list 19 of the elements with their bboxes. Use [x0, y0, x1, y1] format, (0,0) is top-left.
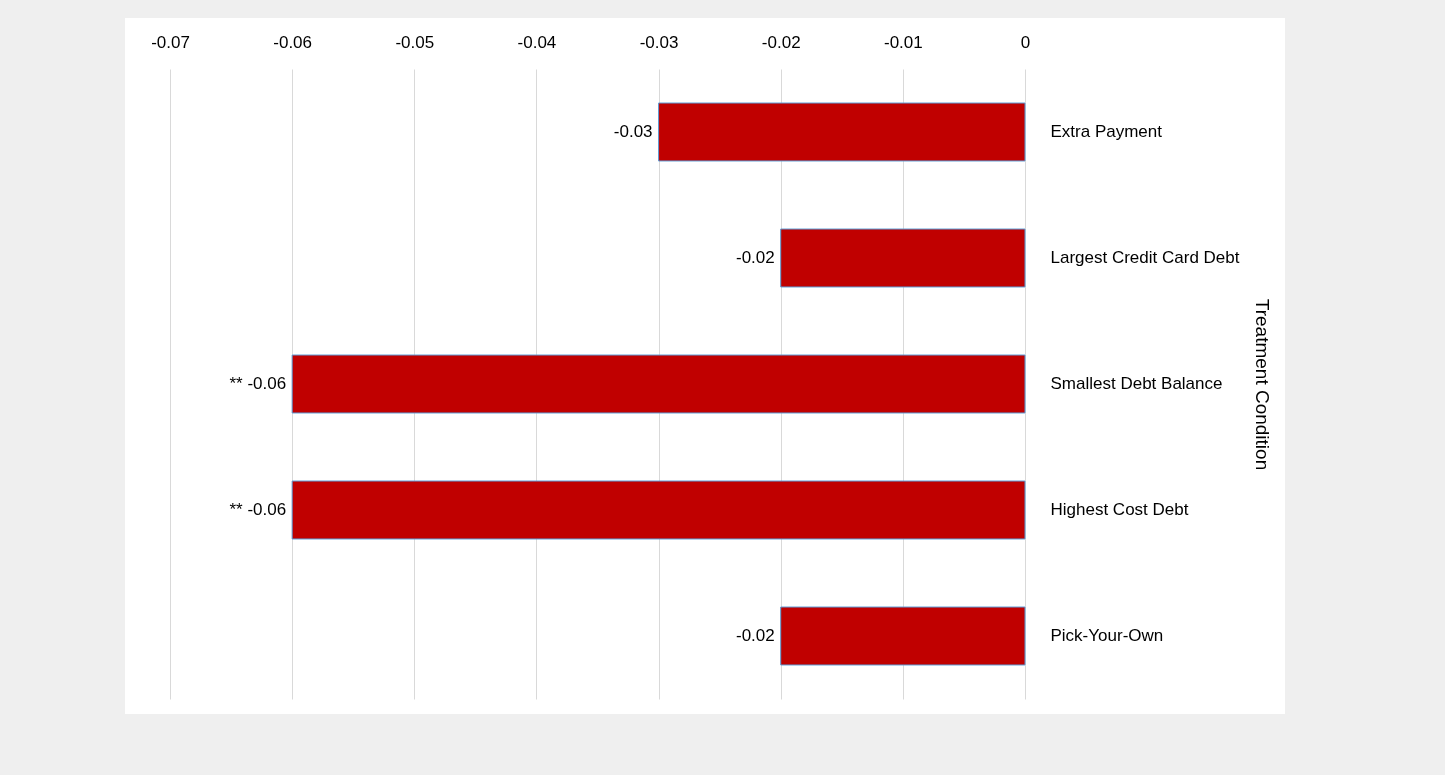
y-tick-label: Pick-Your-Own — [1050, 626, 1164, 645]
x-tick-label: -0.04 — [517, 32, 557, 52]
y-tick-label: Highest Cost Debt — [1050, 500, 1189, 519]
data-label: -0.03 — [613, 122, 653, 141]
y-tick-label: Smallest Debt Balance — [1050, 374, 1223, 393]
x-tick-label: -0.02 — [761, 32, 801, 52]
x-tick-label: -0.03 — [639, 32, 679, 52]
x-tick-label: -0.07 — [151, 32, 190, 52]
data-label: ** -0.06 — [229, 374, 287, 393]
x-tick-label: -0.05 — [395, 32, 435, 52]
y-axis-title: Treatment Condition — [1251, 298, 1273, 471]
data-label: -0.02 — [735, 626, 775, 645]
data-label: -0.02 — [735, 248, 775, 267]
data-label: ** -0.06 — [229, 500, 287, 519]
x-tick-label: -0.01 — [883, 32, 923, 52]
x-tick-label: -0.06 — [273, 32, 313, 52]
x-tick-label: 0 — [1020, 32, 1031, 52]
y-tick-label: Largest Credit Card Debt — [1050, 248, 1240, 267]
y-tick-label: Extra Payment — [1050, 122, 1163, 141]
